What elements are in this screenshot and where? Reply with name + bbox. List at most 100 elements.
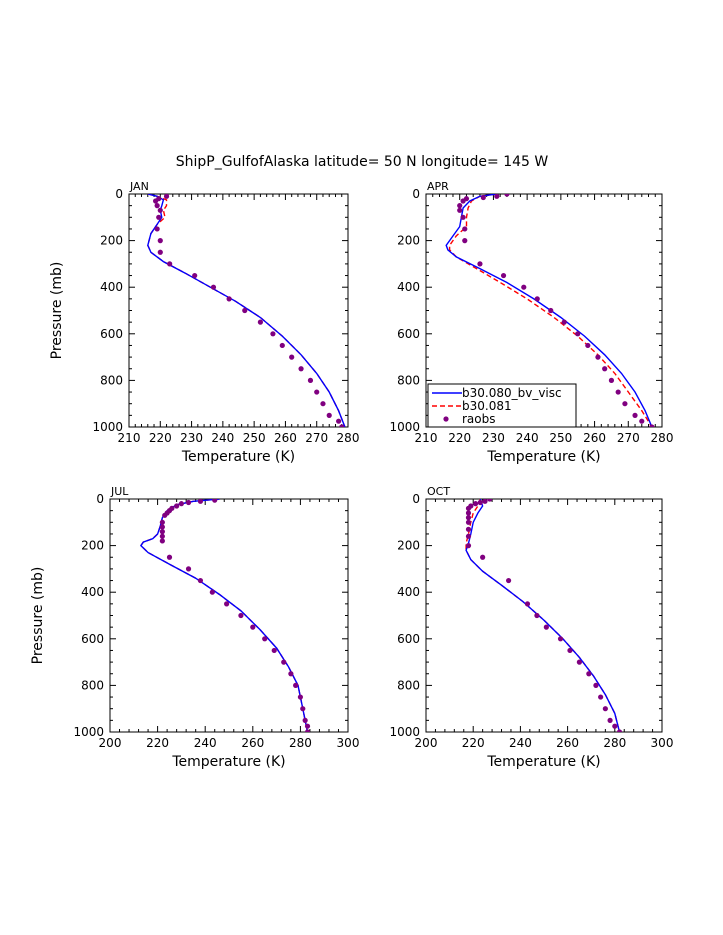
raobs-point (297, 694, 303, 700)
y-tick-label: 800 (397, 373, 420, 387)
x-tick-label: 280 (337, 431, 360, 445)
panel-jan: JAN 210 220 230 240 250 260 270 280 0 200 400 600 800… (49, 180, 359, 465)
raobs-point (465, 510, 472, 516)
y-tick-label: 400 (397, 585, 420, 599)
series-b30-081-line (139, 499, 309, 732)
raobs-point (534, 296, 540, 302)
raobs-point (339, 424, 345, 427)
raobs-point (500, 272, 507, 279)
raobs-point (326, 412, 332, 418)
y-tick-label: 200 (397, 539, 420, 553)
series-b30-081-line (147, 194, 346, 427)
raobs-point (457, 203, 463, 209)
raobs-point (608, 377, 615, 383)
raobs-point (270, 331, 276, 337)
y-tick-label: 600 (100, 327, 123, 341)
panels: JAN 210 220 230 240 250 260 270 280 0 200 400 600 800… (30, 180, 673, 770)
y-tick-label: 200 (397, 234, 420, 248)
legend-marker (443, 416, 449, 422)
raobs-point (462, 226, 468, 232)
raobs-point (602, 366, 608, 372)
raobs-point (465, 526, 472, 532)
y-tick-label: 1000 (389, 420, 420, 434)
raobs-point (262, 636, 268, 642)
raobs-point (336, 418, 342, 424)
raobs-point (197, 577, 204, 584)
raobs-point (602, 706, 608, 712)
figure-title: ShipP_GulfofAlaska latitude= 50 N longit… (176, 154, 549, 170)
x-tick-label: 250 (549, 431, 572, 445)
y-tick-label: 200 (100, 234, 123, 248)
x-tick-label: 230 (180, 431, 203, 445)
raobs-point (612, 723, 618, 729)
x-tick-label: 250 (243, 431, 266, 445)
x-tick-label: 280 (289, 736, 312, 750)
raobs-point (561, 319, 567, 325)
x-tick-label: 300 (337, 736, 360, 750)
raobs-point (307, 377, 314, 383)
raobs-point (152, 198, 159, 204)
data-area (445, 194, 655, 427)
legend-label: raobs (462, 412, 496, 426)
raobs-point (576, 659, 583, 665)
y-tick-label: 0 (412, 187, 420, 201)
raobs-point (593, 682, 599, 689)
raobs-point (595, 354, 601, 360)
raobs-point (480, 554, 486, 560)
data-area (147, 194, 346, 427)
y-tick-label: 600 (397, 327, 420, 341)
raobs-point (622, 401, 628, 407)
raobs-point (598, 694, 604, 700)
raobs-point (494, 194, 500, 199)
raobs-point (615, 389, 621, 395)
y-tick-label: 1000 (73, 725, 104, 739)
y-tick-label: 1000 (92, 420, 123, 434)
raobs-point (616, 729, 623, 732)
series-b30-080-bv-visc-line (465, 499, 621, 732)
series-b30-080-bv-visc-line (139, 499, 309, 732)
raobs-point (250, 624, 256, 630)
raobs-point (304, 723, 311, 729)
raobs-point (174, 503, 180, 509)
raobs-point (632, 412, 638, 418)
raobs-point (548, 307, 554, 314)
data-area (465, 499, 623, 732)
raobs-point (210, 284, 217, 290)
x-tick-label: 260 (556, 736, 579, 750)
raobs-point (586, 671, 592, 677)
raobs-point (567, 647, 573, 654)
x-tick-label: 270 (617, 431, 640, 445)
raobs-point (166, 554, 173, 560)
y-tick-label: 600 (397, 632, 420, 646)
raobs-point (185, 499, 192, 506)
x-tick-label: 240 (509, 736, 532, 750)
raobs-point (465, 505, 472, 511)
x-axis-label: Temperature (K) (486, 754, 600, 770)
y-tick-label: 800 (100, 373, 123, 387)
series-b30-081-line (465, 499, 621, 732)
x-tick-label: 260 (241, 736, 264, 750)
raobs-point (557, 636, 564, 642)
series-b30-081-line (448, 194, 653, 427)
raobs-point (209, 589, 215, 595)
raobs-point (477, 261, 483, 267)
raobs-point (159, 533, 165, 539)
raobs-point (224, 601, 230, 607)
raobs-point (288, 671, 294, 677)
x-axis-label: Temperature (K) (486, 449, 600, 465)
y-tick-label: 200 (81, 539, 104, 553)
raobs-point (157, 238, 163, 244)
raobs-point (457, 207, 463, 213)
raobs-point (465, 533, 472, 539)
y-tick-label: 1000 (389, 725, 420, 739)
panel-label: JUL (110, 485, 129, 498)
raobs-point (157, 249, 163, 255)
y-axis-label: Pressure (mb) (49, 262, 65, 360)
raobs-point (242, 307, 248, 314)
x-tick-label: 270 (305, 431, 328, 445)
x-axis-label: Temperature (K) (171, 754, 285, 770)
raobs-point (465, 515, 472, 521)
panel-label: JAN (129, 180, 149, 193)
y-tick-label: 0 (96, 492, 104, 506)
panel-apr: APR 210 220 230 240 250 260 270 280 0 200 400 600 800… (389, 180, 673, 465)
